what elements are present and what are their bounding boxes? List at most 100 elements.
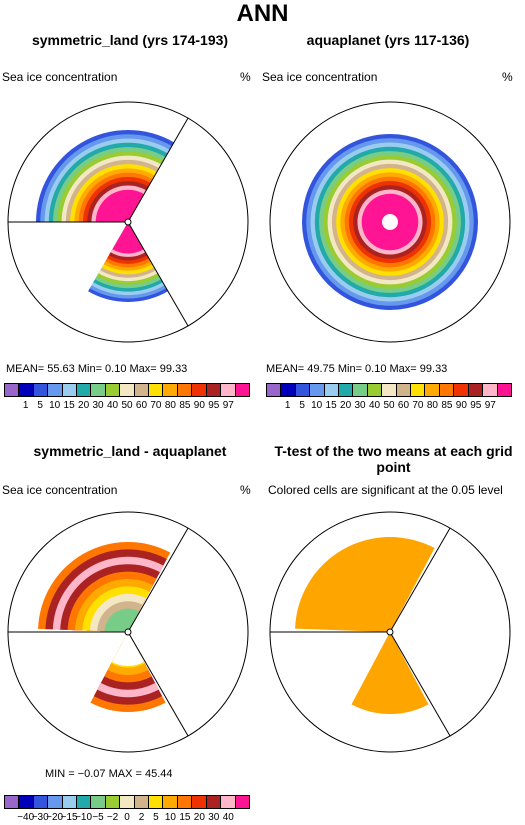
abs-colorbar-swatch: [91, 384, 106, 396]
figure-title: ANN: [236, 0, 289, 27]
panel-2-title: aquaplanet (yrs 117-136): [306, 32, 470, 48]
diff-colorbar-swatch: [33, 796, 49, 808]
panel-1-variable-label: Sea ice concentration: [2, 70, 118, 84]
significant-region: [295, 537, 435, 632]
abs-colorbar-swatch: [163, 384, 178, 396]
abs-colorbar-tick-label: 40: [106, 400, 119, 411]
abs-colorbar-tick-label: 97: [222, 400, 234, 411]
abs-colorbar-swatch: [5, 384, 20, 396]
land-boundary-line: [129, 527, 189, 630]
abs-colorbar-tick-label: 90: [455, 400, 467, 411]
pole-marker: [124, 628, 132, 636]
abs-colorbar-tick-label: 30: [92, 400, 104, 411]
diff-colorbar-swatch: [149, 796, 164, 808]
abs-colorbar-tick-label: 80: [426, 400, 438, 411]
diff-colorbar-tick-label: −20: [46, 812, 64, 823]
significant-region: [351, 632, 429, 714]
diff-colorbar-swatch: [5, 796, 20, 808]
abs-colorbar-swatch: [425, 384, 440, 396]
diff-colorbar-swatch: [163, 796, 178, 808]
abs-colorbar-swatch: [149, 384, 164, 396]
abs-colorbar-tick-label: 95: [470, 400, 482, 411]
panel-1-units-label: %: [240, 70, 251, 84]
abs-colorbar-tick-label: 5: [37, 400, 43, 411]
panel-3-stats: MIN = −0.07 MAX = 45.44: [45, 768, 173, 780]
abs-colorbar-swatch: [62, 384, 78, 396]
diff-colorbar-swatch: [235, 796, 249, 808]
abs-colorbar-tick-label: 15: [63, 400, 75, 411]
diff-colorbar-tick-label: −10: [75, 812, 93, 823]
pole-marker: [124, 218, 132, 226]
panel-3-variable-label: Sea ice concentration: [2, 483, 118, 497]
abs-colorbar-tick-label: 20: [340, 400, 352, 411]
abs-colorbar-tick-label: 80: [164, 400, 176, 411]
abs-colorbar-tick-label: 60: [135, 400, 148, 411]
diff-colorbar-swatch: [105, 796, 121, 808]
abs-colorbar-swatch: [367, 384, 383, 396]
abs-colorbar-swatch: [439, 384, 455, 396]
abs-colorbar-swatch: [120, 384, 135, 396]
abs-colorbar-tick-label: 50: [383, 400, 395, 411]
abs-colorbar-tick-label: 85: [441, 400, 453, 411]
panel-1-colorbar: [4, 383, 250, 397]
land-boundary-line: [129, 224, 189, 327]
abs-colorbar-swatch: [468, 384, 484, 396]
diff-colorbar-tick-label: −30: [31, 812, 49, 823]
panel-2-variable-label: Sea ice concentration: [262, 70, 378, 84]
diff-colorbar-tick-label: 0: [124, 812, 130, 823]
diff-colorbar-tick-label: 20: [193, 812, 205, 823]
abs-colorbar-swatch: [353, 384, 368, 396]
diff-colorbar-tick-label: −40: [17, 812, 35, 823]
panel-2-colorbar: [266, 383, 512, 397]
land-boundary-line: [391, 634, 451, 737]
panel-4-title: T-test of the two means at each grid poi…: [274, 443, 513, 475]
abs-colorbar-swatch: [281, 384, 296, 396]
diff-colorbar-swatch: [177, 796, 193, 808]
panel-3-title: symmetric_land - aquaplanet: [33, 443, 227, 459]
diff-colorbar-swatch: [48, 796, 63, 808]
panel-3-units-label: %: [240, 483, 251, 497]
panel-3-colorbar: [4, 795, 250, 809]
diff-colorbar-swatch: [221, 796, 236, 808]
abs-colorbar-tick-label: 90: [193, 400, 205, 411]
diff-colorbar-tick-label: −2: [106, 812, 119, 823]
diff-colorbar-tick-label: 10: [164, 812, 176, 823]
panel-2-stats: MEAN= 49.75 Min= 0.10 Max= 99.33: [266, 363, 448, 375]
diff-colorbar-tick-label: −15: [60, 812, 78, 823]
p1-sector-b-contour-band: [112, 222, 144, 254]
diff-colorbar-swatch: [134, 796, 150, 808]
abs-colorbar-tick-label: 20: [78, 400, 90, 411]
land-boundary-line: [391, 527, 451, 630]
panel-4-note: Colored cells are significant at the 0.0…: [268, 483, 503, 497]
abs-colorbar-swatch: [267, 384, 282, 396]
panel-2-units-label: %: [502, 70, 513, 84]
p1-sector-a-contour-band: [95, 189, 145, 222]
abs-colorbar-swatch: [339, 384, 354, 396]
pole-marker: [386, 628, 394, 636]
diff-colorbar-swatch: [192, 796, 207, 808]
panel-1-title: symmetric_land (yrs 174-193): [31, 32, 229, 48]
abs-colorbar-tick-label: 1: [22, 400, 29, 411]
p3-contour-band: [104, 608, 139, 632]
diff-colorbar-tick-label: 40: [222, 812, 234, 823]
panel-3-polar-map: [7, 511, 249, 753]
abs-colorbar-tick-label: 60: [397, 400, 410, 411]
abs-colorbar-swatch: [382, 384, 397, 396]
abs-colorbar-tick-label: 30: [354, 400, 366, 411]
abs-colorbar-swatch: [454, 384, 469, 396]
abs-colorbar-tick-label: 85: [179, 400, 191, 411]
diff-colorbar-tick-label: 15: [179, 812, 191, 823]
abs-colorbar-tick-label: 10: [49, 400, 61, 411]
abs-colorbar-swatch: [19, 384, 34, 396]
abs-colorbar-swatch: [48, 384, 63, 396]
abs-colorbar-swatch: [235, 384, 249, 396]
diff-colorbar-swatch: [206, 796, 222, 808]
abs-colorbar-tick-label: 5: [299, 400, 305, 411]
abs-colorbar-swatch: [77, 384, 92, 396]
map-boundary: [269, 101, 511, 343]
abs-colorbar-swatch: [206, 384, 222, 396]
abs-colorbar-swatch: [295, 384, 311, 396]
diff-colorbar-swatch: [77, 796, 92, 808]
pole-marker: [382, 214, 398, 230]
abs-colorbar-swatch: [221, 384, 236, 396]
